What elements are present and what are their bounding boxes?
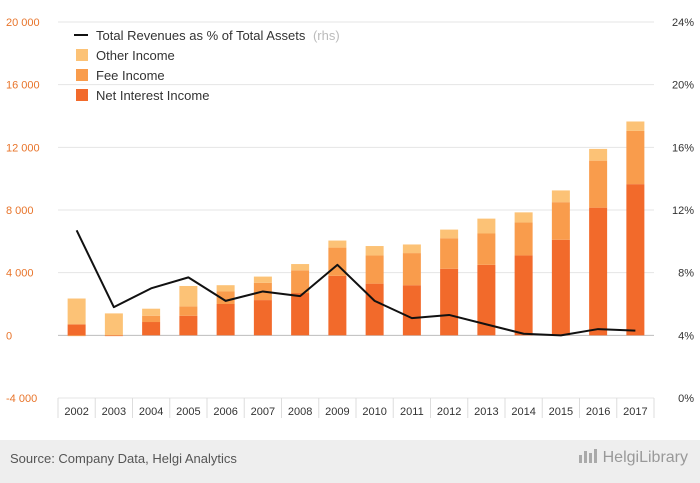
bar-fee-income: [440, 238, 459, 269]
bar-net-interest-income: [477, 264, 496, 336]
y-right-tick-label: 8%: [678, 268, 694, 280]
legend-swatch-net-interest-income: [76, 89, 88, 101]
bar-net-interest-income: [551, 239, 570, 336]
y-right-tick-label: 12%: [672, 205, 694, 217]
y-right-tick-label: 0%: [678, 393, 694, 405]
axes: -4 000 0% 0 4% 4 000 8% 8 000 12% 12 000 16% 16 00…: [6, 17, 694, 418]
y-left-tick-label: -4 000: [6, 393, 37, 405]
y-left-tick-label: 20 000: [6, 17, 40, 29]
legend-label-net-interest-income: Net Interest Income: [96, 88, 209, 103]
legend: Total Revenues as % of Total Assets (rhs…: [74, 28, 340, 103]
legend-line-note: (rhs): [313, 28, 340, 43]
bar-other-income: [477, 218, 496, 234]
bar-net-interest-income: [626, 184, 645, 336]
revenue-ratio-line: [75, 229, 636, 337]
bar-fee-income: [589, 160, 608, 208]
bar-net-interest-income: [216, 304, 235, 336]
bar-other-income: [328, 240, 347, 248]
x-tick-label: 2009: [325, 406, 349, 418]
y-right-tick-label: 20%: [672, 80, 694, 92]
x-tick-label: 2014: [511, 406, 535, 418]
y-left-tick-label: 16 000: [6, 80, 40, 92]
bar-fee-income: [291, 270, 310, 294]
bar-fee-income: [402, 253, 421, 286]
x-tick-label: 2017: [623, 406, 647, 418]
x-tick-label: 2005: [176, 406, 200, 418]
y-left-tick-label: 0: [6, 330, 12, 342]
legend-label-other-income: Other Income: [96, 48, 175, 63]
footer: Source: Company Data, Helgi Analytics He…: [0, 440, 700, 483]
bar-net-interest-income: [253, 300, 272, 336]
x-tick-label: 2006: [213, 406, 237, 418]
x-tick-label: 2013: [474, 406, 498, 418]
bar-other-income: [179, 285, 198, 307]
bar-other-income: [216, 285, 235, 292]
chart-bars-icon: [578, 449, 599, 463]
legend-label-fee-income: Fee Income: [96, 68, 165, 83]
bar-net-interest-income: [365, 283, 384, 336]
x-tick-label: 2011: [400, 406, 424, 418]
legend-swatch-fee-income: [76, 69, 88, 81]
bar-fee-income: [514, 222, 533, 256]
y-right-tick-label: 16%: [672, 142, 694, 154]
bar-fee-income: [67, 335, 86, 337]
x-tick-label: 2007: [251, 406, 275, 418]
brand-logo: HelgiLibrary: [578, 449, 688, 467]
bar-other-income: [253, 276, 272, 283]
bar-net-interest-income: [440, 268, 459, 336]
bar-net-interest-income: [142, 322, 161, 336]
x-tick-label: 2012: [437, 406, 461, 418]
x-tick-label: 2008: [288, 406, 312, 418]
bar-other-income: [104, 313, 123, 336]
bar-other-income: [142, 308, 161, 316]
bar-other-income: [402, 244, 421, 254]
bar-other-income: [440, 229, 459, 239]
y-left-tick-label: 4 000: [6, 268, 34, 280]
bar-other-income: [67, 298, 86, 325]
bar-fee-income: [365, 255, 384, 284]
bar-fee-income: [551, 202, 570, 240]
x-tick-label: 2015: [549, 406, 573, 418]
bar-net-interest-income: [514, 255, 533, 336]
y-right-tick-label: 24%: [672, 17, 694, 29]
bar-net-interest-income: [402, 285, 421, 336]
x-tick-label: 2010: [362, 406, 386, 418]
bar-other-income: [626, 121, 645, 131]
x-tick-label: 2003: [102, 406, 126, 418]
x-tick-label: 2016: [586, 406, 610, 418]
bar-fee-income: [626, 130, 645, 185]
bar-fee-income: [142, 315, 161, 323]
bars: [67, 121, 645, 337]
source-note: Source: Company Data, Helgi Analytics: [10, 451, 237, 466]
bar-other-income: [291, 264, 310, 271]
y-left-tick-label: 8 000: [6, 205, 34, 217]
legend-line-label: Total Revenues as % of Total Assets (rhs…: [96, 28, 340, 43]
revenue-ratio-line-layer: [75, 229, 636, 337]
bar-net-interest-income: [104, 335, 123, 337]
bar-other-income: [589, 148, 608, 161]
legend-swatch-other-income: [76, 49, 88, 61]
x-tick-label: 2002: [64, 406, 88, 418]
bar-net-interest-income: [589, 207, 608, 336]
bar-net-interest-income: [328, 275, 347, 336]
bar-net-interest-income: [291, 293, 310, 336]
bar-other-income: [365, 246, 384, 256]
y-left-tick-label: 12 000: [6, 142, 40, 154]
chart: -4 000 0% 0 4% 4 000 8% 8 000 12% 12 000 16% 16 00…: [6, 17, 694, 418]
bar-net-interest-income: [67, 324, 86, 336]
bar-other-income: [514, 212, 533, 223]
x-tick-label: 2004: [139, 406, 163, 418]
brand-name: HelgiLibrary: [602, 449, 688, 466]
y-right-tick-label: 4%: [678, 330, 694, 342]
bar-fee-income: [477, 233, 496, 265]
bar-fee-income: [216, 291, 235, 304]
bar-fee-income: [179, 306, 198, 316]
bar-net-interest-income: [179, 315, 198, 336]
bar-other-income: [551, 190, 570, 203]
